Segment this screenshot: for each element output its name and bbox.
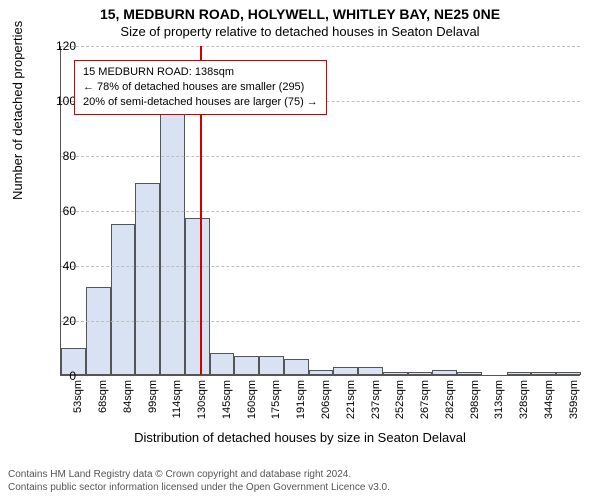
histogram-bar [309,370,334,376]
histogram-bar [185,218,210,375]
x-tick-label: 175sqm [270,380,282,420]
x-tick-label: 328sqm [518,380,530,420]
x-tick-label: 221sqm [345,380,357,420]
gridline [61,46,580,47]
histogram-bar [507,372,532,375]
y-tick-label: 80 [46,149,76,163]
gridline [61,156,580,157]
histogram-bar [457,372,482,375]
histogram-bar [358,367,383,375]
y-tick-label: 60 [46,204,76,218]
histogram-bar [333,367,358,375]
x-axis-label: Distribution of detached houses by size … [0,430,600,445]
histogram-bar [210,353,235,375]
histogram-bar [111,224,136,375]
annotation-line: 20% of semi-detached houses are larger (… [83,95,318,110]
x-tick-label: 298sqm [469,380,481,420]
y-tick-label: 20 [46,314,76,328]
histogram-bar [234,356,259,375]
annotation-line: ← 78% of detached houses are smaller (29… [83,80,318,95]
x-tick-label: 53sqm [72,380,84,420]
x-tick-label: 130sqm [196,380,208,420]
annotation-line: 15 MEDBURN ROAD: 138sqm [83,65,318,80]
gridline [61,321,580,322]
footer: Contains HM Land Registry data © Crown c… [8,468,592,494]
footer-line: Contains HM Land Registry data © Crown c… [8,468,592,481]
y-axis-label: Number of detached properties [10,21,25,200]
y-tick-label: 100 [46,94,76,108]
x-tick-label: 84sqm [122,380,134,420]
histogram-bar [259,356,284,375]
footer-line: Contains public sector information licen… [8,481,592,494]
x-tick-label: 359sqm [568,380,580,420]
x-tick-label: 68sqm [97,380,109,420]
title-main: 15, MEDBURN ROAD, HOLYWELL, WHITLEY BAY,… [0,6,600,22]
x-tick-label: 191sqm [295,380,307,420]
y-tick-label: 40 [46,259,76,273]
x-tick-label: 344sqm [543,380,555,420]
y-tick-label: 120 [46,39,76,53]
x-tick-label: 252sqm [394,380,406,420]
title-sub: Size of property relative to detached ho… [0,24,600,39]
x-tick-label: 313sqm [493,380,505,420]
histogram-bar [160,100,185,375]
x-tick-label: 114sqm [171,380,183,420]
histogram-bar [556,372,581,375]
histogram-bar [383,372,408,375]
histogram-bar [531,372,556,375]
histogram-bar [408,372,433,375]
gridline [61,211,580,212]
x-tick-label: 145sqm [221,380,233,420]
x-tick-label: 282sqm [444,380,456,420]
x-tick-label: 206sqm [320,380,332,420]
annotation-box: 15 MEDBURN ROAD: 138sqm ← 78% of detache… [74,60,327,115]
chart-container: 15, MEDBURN ROAD, HOLYWELL, WHITLEY BAY,… [0,0,600,500]
x-tick-label: 99sqm [147,380,159,420]
gridline [61,266,580,267]
x-tick-label: 237sqm [370,380,382,420]
x-tick-label: 267sqm [419,380,431,420]
histogram-bar [284,359,309,376]
histogram-bar [432,370,457,376]
histogram-bar [86,287,111,375]
x-tick-label: 160sqm [246,380,258,420]
